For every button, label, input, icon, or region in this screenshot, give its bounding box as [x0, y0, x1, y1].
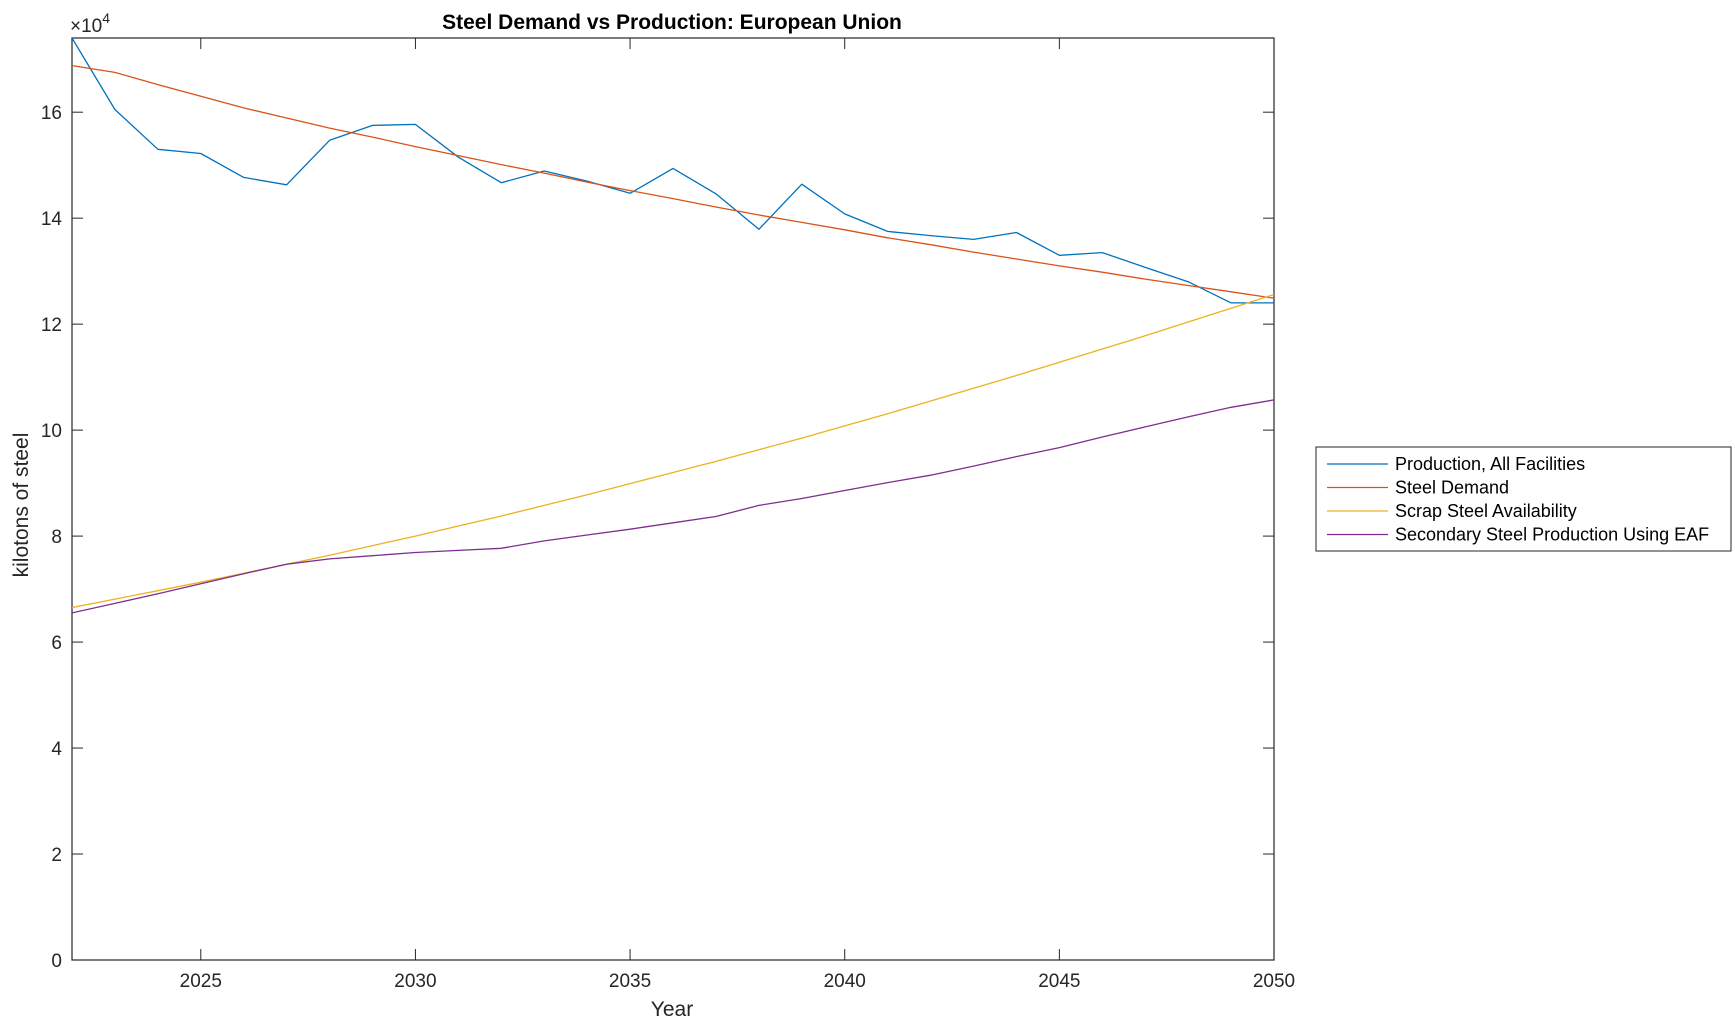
series-line-production-all-facilities: [72, 38, 1274, 304]
y-tick-label: 8: [51, 527, 62, 548]
legend-label: Steel Demand: [1395, 478, 1509, 498]
y-tick-label: 6: [51, 633, 62, 654]
x-axis-title: Year: [651, 998, 693, 1021]
y-axis-exponent-label: ×104: [70, 10, 110, 37]
axes-box: [71, 37, 1275, 961]
legend-label: Production, All Facilities: [1395, 454, 1585, 474]
series-group: [72, 38, 1274, 614]
plot-area: 2025 2030 2035 2040 2045 2050 0 2 4 6 8 10 12 14 16: [41, 37, 1295, 992]
y-tick-label: 4: [51, 739, 62, 760]
series-line-scrap-steel-availability: [72, 293, 1274, 609]
y-tick-label: 2: [51, 845, 62, 866]
y-tick-label: 14: [41, 209, 63, 230]
y-axis-exponent-power: 4: [102, 10, 110, 26]
x-tick-label: 2045: [1038, 971, 1080, 992]
x-tick-label: 2025: [180, 971, 222, 992]
x-tick-label: 2030: [394, 971, 436, 992]
chart-title: Steel Demand vs Production: European Uni…: [442, 11, 902, 34]
legend-label: Scrap Steel Availability: [1395, 501, 1577, 521]
series-line-steel-demand: [72, 64, 1274, 299]
x-tick-label: 2035: [609, 971, 651, 992]
y-tick-label: 12: [41, 315, 62, 336]
y-axis-exponent-base: ×10: [70, 16, 102, 37]
x-tick-label: 2040: [824, 971, 866, 992]
y-tick-label: 10: [41, 421, 62, 442]
x-tick-label: 2050: [1253, 971, 1295, 992]
y-axis-title: kilotons of steel: [10, 433, 33, 578]
legend-label: Secondary Steel Production Using EAF: [1395, 525, 1709, 545]
legend: Production, All Facilities Steel Demand Sc…: [1315, 446, 1732, 552]
y-tick-label: 0: [51, 951, 62, 972]
series-line-secondary-steel-production-using-eaf: [72, 399, 1274, 614]
y-tick-label: 16: [41, 103, 62, 124]
